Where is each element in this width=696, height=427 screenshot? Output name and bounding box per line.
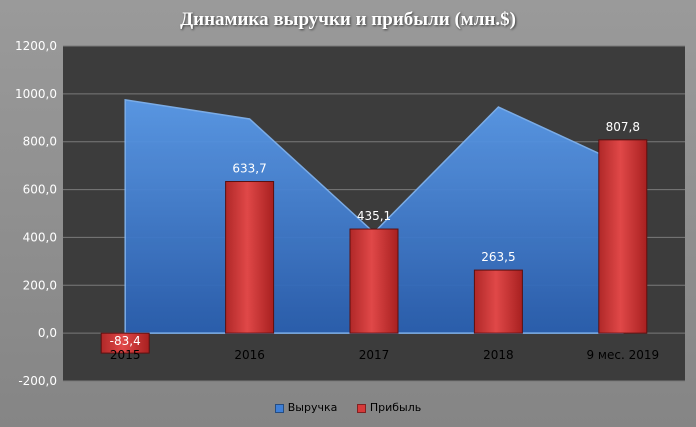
profit-data-label: 633,7	[232, 162, 266, 176]
x-tick-label: 2018	[483, 348, 514, 362]
profit-bar	[473, 269, 523, 334]
profit-data-label: -83,4	[110, 334, 141, 348]
chart-title: Динамика выручки и прибыли (млн.$)	[180, 9, 516, 30]
x-tick-label: 2017	[359, 348, 390, 362]
legend-item-revenue: Выручка	[274, 401, 338, 414]
y-tick-label: 200,0	[23, 278, 57, 292]
profit-data-label: 263,5	[481, 250, 515, 264]
y-tick-label: 1000,0	[15, 87, 57, 101]
y-tick-label: 400,0	[23, 230, 57, 244]
legend-swatch-revenue	[274, 403, 284, 413]
x-tick-label: 9 мес. 2019	[586, 348, 659, 362]
profit-bar	[598, 139, 648, 334]
profit-data-label: 807,8	[606, 120, 640, 134]
profit-data-label: 435,1	[357, 209, 391, 223]
y-tick-label: 0,0	[38, 326, 57, 340]
profit-bar	[100, 332, 150, 354]
y-tick-label: -200,0	[18, 374, 57, 388]
profit-bar	[349, 228, 399, 334]
y-tick-label: 1200,0	[15, 39, 57, 53]
legend-label-revenue: Выручка	[287, 401, 338, 414]
y-tick-label: 600,0	[23, 183, 57, 197]
legend-item-profit: Прибыль	[356, 401, 422, 414]
x-tick-label: 2016	[234, 348, 265, 362]
profit-bar	[225, 181, 275, 334]
legend-label-profit: Прибыль	[369, 401, 422, 414]
legend: Выручка Прибыль	[0, 401, 696, 414]
legend-swatch-profit	[356, 403, 366, 413]
y-tick-label: 800,0	[23, 135, 57, 149]
x-tick-label: 2015	[110, 348, 141, 362]
